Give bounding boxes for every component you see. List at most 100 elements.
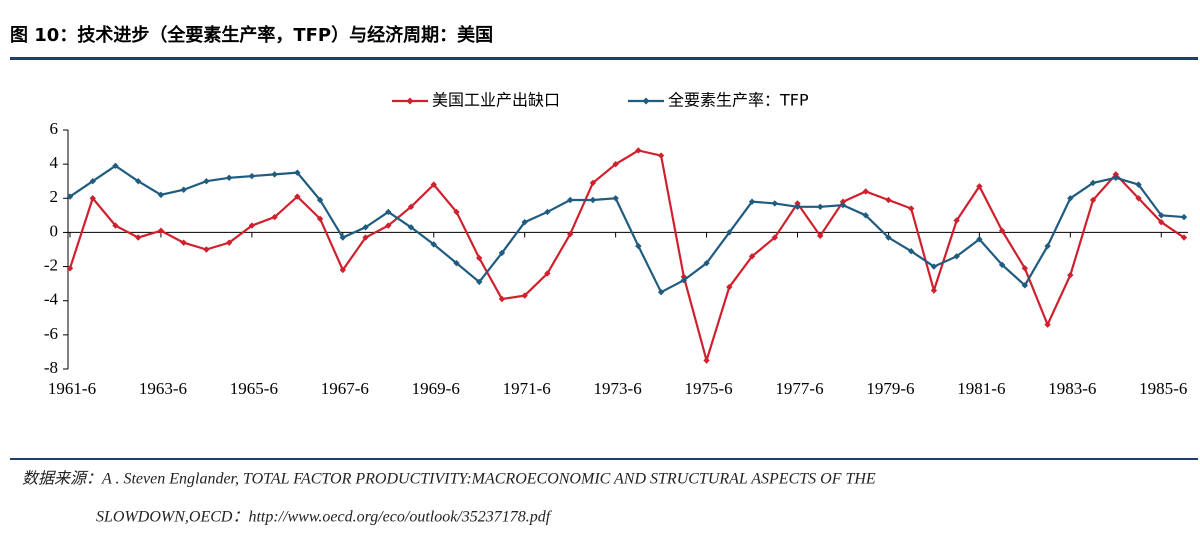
point	[1135, 181, 1142, 188]
y-tick-label: -4	[44, 290, 59, 309]
legend-label: 美国工业产出缺口	[432, 91, 560, 110]
point	[521, 292, 528, 299]
point	[1067, 195, 1074, 202]
point	[817, 203, 824, 211]
y-tick-label: 4	[50, 153, 59, 172]
source-rule	[10, 458, 1198, 460]
point	[680, 277, 688, 284]
point	[66, 193, 74, 200]
point	[544, 208, 551, 216]
point	[635, 147, 642, 154]
point	[930, 263, 938, 270]
point	[430, 241, 437, 248]
point	[1021, 265, 1029, 272]
point	[1089, 196, 1097, 204]
point	[1180, 213, 1188, 221]
point	[316, 196, 324, 204]
point	[907, 248, 915, 255]
point	[135, 234, 142, 241]
point	[1180, 234, 1188, 241]
point	[1044, 321, 1051, 328]
point	[339, 234, 347, 241]
point	[771, 234, 778, 241]
point	[203, 246, 210, 253]
point	[89, 195, 96, 202]
point	[1089, 179, 1097, 187]
point	[839, 198, 847, 205]
point	[998, 227, 1006, 234]
point	[498, 295, 506, 303]
point	[703, 357, 710, 364]
x-tick-label: 1977-6	[775, 379, 823, 398]
point	[385, 208, 392, 216]
x-tick-label: 1985-6	[1139, 379, 1187, 398]
point	[180, 239, 187, 246]
source-line: 数据来源：A . Steven Englander, TOTAL FACTOR …	[22, 470, 876, 488]
y-tick-label: 2	[50, 187, 59, 206]
point	[862, 212, 869, 219]
point	[112, 162, 119, 170]
point	[976, 236, 983, 243]
point	[817, 232, 824, 240]
point	[112, 222, 119, 229]
point	[66, 265, 74, 272]
legend-marker	[642, 97, 650, 105]
point	[225, 174, 233, 181]
y-tick-label: -8	[44, 358, 58, 377]
point	[680, 273, 688, 281]
point	[362, 224, 369, 231]
point	[294, 193, 301, 200]
x-tick-label: 1971-6	[503, 379, 551, 398]
x-tick-label: 1965-6	[230, 379, 278, 398]
y-tick-label: 6	[50, 119, 59, 138]
legend-marker	[406, 97, 414, 105]
point	[157, 227, 165, 234]
point	[726, 229, 733, 236]
point	[1135, 195, 1142, 202]
point	[657, 152, 665, 159]
point	[476, 254, 483, 262]
point	[657, 288, 665, 296]
chart-title: 图 10：技术进步（全要素生产率，TFP）与经济周期：美国	[10, 24, 493, 46]
x-tick-label: 1979-6	[866, 379, 914, 398]
x-tick-label: 1975-6	[684, 379, 732, 398]
point	[907, 205, 915, 212]
x-tick-label: 1969-6	[412, 379, 460, 398]
point	[612, 195, 619, 202]
point	[135, 178, 142, 185]
point	[1067, 271, 1074, 279]
point	[566, 196, 574, 204]
point	[430, 181, 437, 188]
point	[294, 169, 301, 176]
point	[248, 222, 256, 229]
point	[180, 186, 187, 193]
point	[885, 196, 892, 204]
point	[453, 259, 460, 267]
point	[748, 198, 756, 205]
point	[1021, 282, 1029, 289]
point	[362, 234, 369, 241]
series-line	[68, 149, 1185, 365]
x-tick-label: 1973-6	[594, 379, 642, 398]
point	[976, 183, 983, 190]
y-tick-label: 0	[50, 221, 59, 240]
point	[385, 222, 392, 229]
point	[1112, 174, 1119, 181]
point	[498, 249, 506, 257]
point	[703, 259, 710, 267]
point	[794, 203, 801, 211]
point	[521, 218, 528, 226]
point	[271, 213, 278, 221]
point	[407, 224, 415, 231]
point	[476, 278, 483, 286]
x-tick-label: 1983-6	[1048, 379, 1096, 398]
point	[839, 201, 847, 209]
point	[316, 215, 324, 222]
point	[248, 172, 256, 180]
point	[225, 239, 233, 246]
point	[157, 191, 165, 199]
point	[771, 200, 778, 207]
point	[953, 253, 960, 260]
x-tick-label: 1981-6	[957, 379, 1005, 398]
